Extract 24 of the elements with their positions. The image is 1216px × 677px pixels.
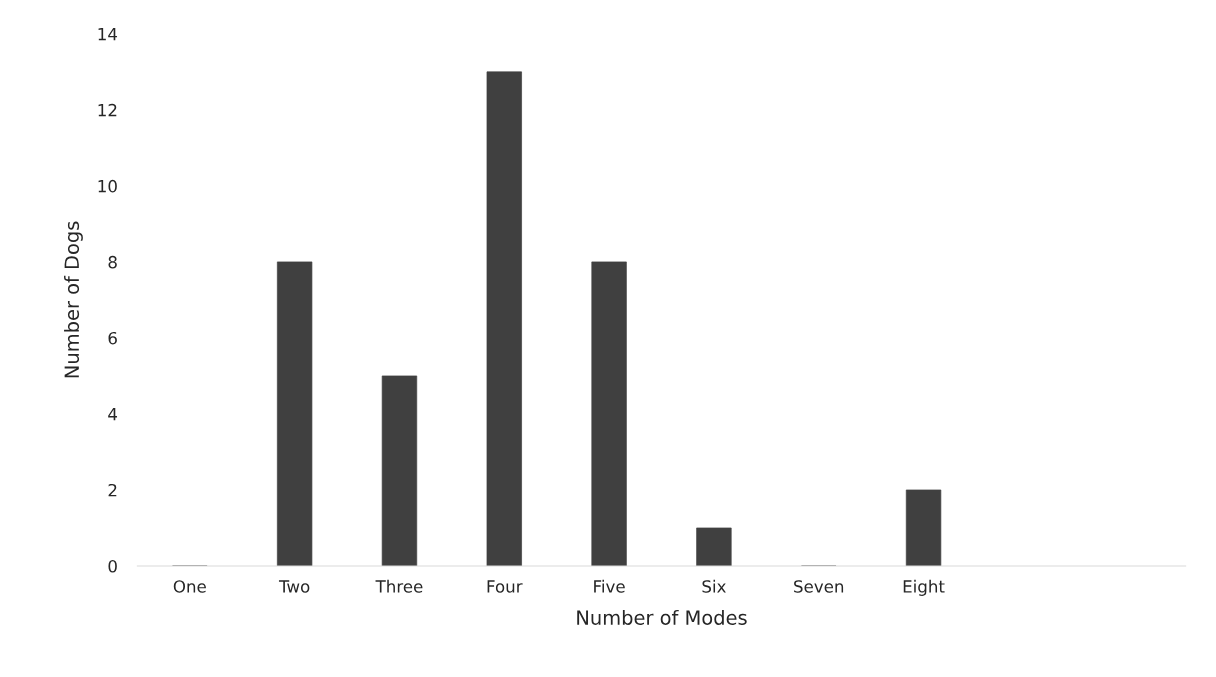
x-tick-label: Four <box>487 580 523 593</box>
x-tick-label: Three <box>375 579 423 593</box>
x-tick-label: Seven <box>794 580 844 593</box>
y-axis-title: Number of Dogs <box>64 221 83 378</box>
y-tick-label: 6 <box>108 331 117 345</box>
x-tick-label: Eight <box>903 579 945 596</box>
bar <box>276 261 313 566</box>
y-tick-label: 12 <box>98 103 117 117</box>
y-tick-label: 8 <box>108 255 117 269</box>
y-tick-label: 10 <box>98 179 117 193</box>
bar <box>486 71 522 566</box>
y-tick-label: 0 <box>108 559 117 573</box>
x-tick-label: Five <box>594 579 625 593</box>
x-axis-title: Number of Modes <box>577 609 747 625</box>
y-tick-label: 2 <box>108 483 117 497</box>
bar <box>696 527 732 566</box>
bar <box>381 375 418 566</box>
y-tick-label: 14 <box>98 28 118 41</box>
bar <box>905 489 942 566</box>
bar <box>591 261 627 566</box>
x-tick-label: Six <box>702 579 726 593</box>
x-tick-label: Two <box>278 580 310 593</box>
x-tick-label: One <box>173 580 206 593</box>
y-tick-label: 4 <box>108 408 118 421</box>
